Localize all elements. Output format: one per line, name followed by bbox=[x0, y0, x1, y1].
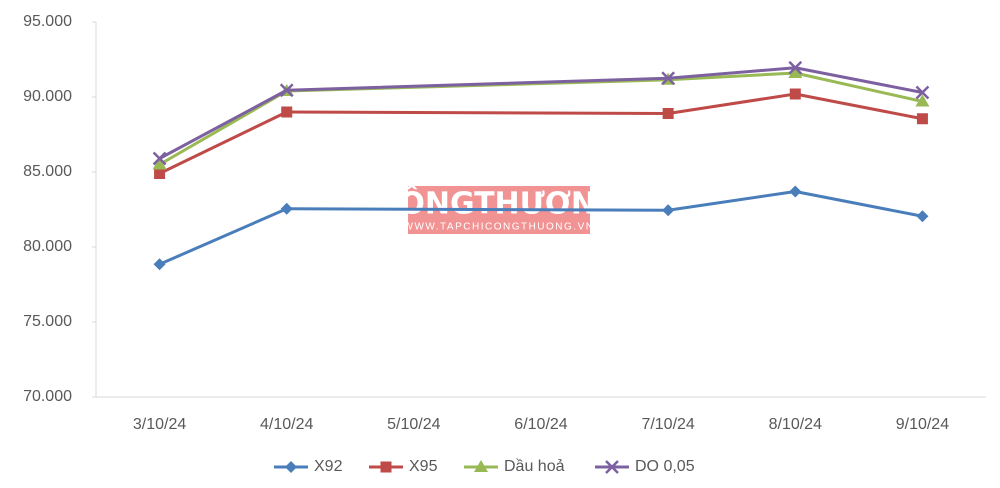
legend-label: X92 bbox=[314, 458, 343, 475]
legend-marker bbox=[380, 461, 392, 473]
line-segment bbox=[793, 190, 924, 218]
line-segment bbox=[793, 71, 924, 103]
line-segment bbox=[666, 71, 797, 82]
line-segment bbox=[158, 88, 289, 160]
y-tick-label: 95.000 bbox=[23, 13, 72, 30]
point bbox=[916, 210, 929, 223]
legend-label: X95 bbox=[409, 458, 438, 475]
y-tick-label: 75.000 bbox=[23, 313, 72, 330]
x-tick-label: 3/10/24 bbox=[133, 416, 186, 433]
point bbox=[152, 157, 167, 170]
line-segment bbox=[285, 207, 670, 212]
line-segment bbox=[666, 66, 797, 80]
x-tick-label: 8/10/24 bbox=[769, 416, 822, 433]
point bbox=[662, 108, 674, 119]
line-segment bbox=[158, 207, 289, 266]
point bbox=[152, 151, 167, 166]
point bbox=[788, 60, 803, 75]
point bbox=[281, 106, 293, 118]
y-tick-label: 80.000 bbox=[23, 238, 72, 255]
legend-marker bbox=[605, 460, 619, 474]
line-segment bbox=[666, 92, 797, 115]
watermark-url: WWW.TAPCHICONGTHUONG.VN bbox=[404, 222, 595, 233]
point bbox=[279, 83, 294, 98]
legend-marker bbox=[285, 461, 297, 473]
y-tick-label: 70.000 bbox=[23, 388, 72, 405]
y-tick-label: 85.000 bbox=[23, 163, 72, 180]
line-segment bbox=[666, 190, 797, 212]
line-segment bbox=[158, 110, 289, 175]
y-tick-label: 90.000 bbox=[23, 88, 72, 105]
x-tick-label: 9/10/24 bbox=[896, 416, 949, 433]
line-segment bbox=[285, 110, 670, 115]
x-tick-label: 7/10/24 bbox=[641, 416, 694, 433]
point bbox=[154, 168, 166, 179]
legend-label: DO 0,05 bbox=[635, 458, 695, 475]
point bbox=[915, 85, 930, 100]
watermark-text: CÔNGTHƯƠNG bbox=[377, 185, 620, 222]
line-segment bbox=[793, 66, 924, 94]
line-segment bbox=[285, 76, 670, 92]
point bbox=[280, 202, 293, 215]
point bbox=[788, 66, 803, 78]
x-tick-label: 6/10/24 bbox=[514, 416, 567, 433]
point bbox=[789, 185, 802, 198]
point bbox=[661, 71, 676, 86]
point bbox=[915, 94, 930, 107]
legend-label: Dầu hoả bbox=[504, 458, 565, 475]
legend-marker bbox=[474, 460, 488, 472]
line-segment bbox=[793, 92, 924, 121]
point bbox=[916, 113, 928, 125]
x-tick-label: 4/10/24 bbox=[260, 416, 313, 433]
x-tick-label: 5/10/24 bbox=[387, 416, 440, 433]
point bbox=[789, 88, 801, 100]
point bbox=[153, 258, 166, 271]
point bbox=[662, 204, 675, 217]
